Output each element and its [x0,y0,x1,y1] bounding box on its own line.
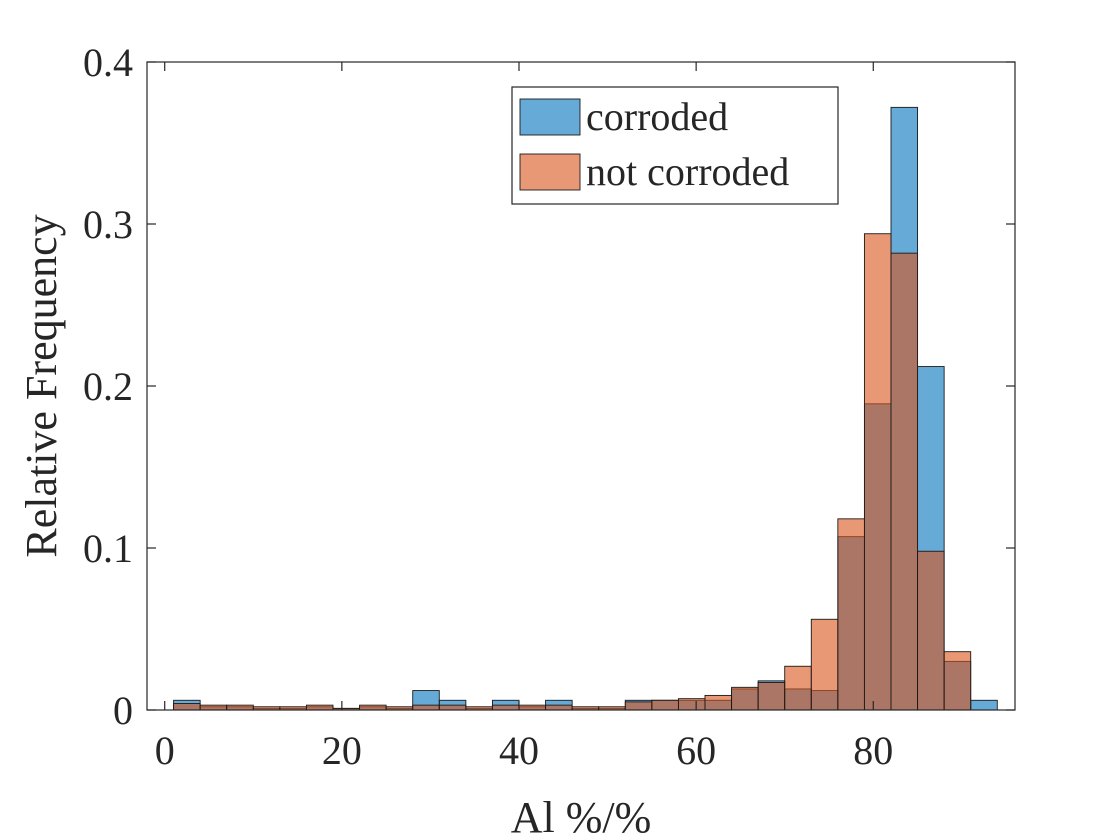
bar-not-corroded-12 [491,704,520,711]
legend-swatch-not-corroded [519,153,581,191]
legend-label-not-corroded: not corroded [586,149,789,194]
bar-not-corroded-17 [624,701,653,711]
bar-not-corroded-20 [704,694,733,711]
bar-not-corroded-1 [199,704,228,711]
bar-not-corroded-27 [890,252,919,711]
bar-not-corroded-21 [731,686,759,711]
bar-not-corroded-29 [943,651,972,711]
legend: corroded not corroded [511,86,839,205]
bar-not-corroded-13 [518,704,547,711]
bar-not-corroded-0 [173,703,201,711]
x-tick-label: 80 [853,728,893,773]
bar-not-corroded-25 [837,518,865,711]
bar-not-corroded-10 [438,704,467,711]
bar-not-corroded-9 [412,704,440,711]
y-tick-label: 0.1 [83,526,133,571]
bar-not-corroded-18 [651,699,679,711]
bar-corroded-30 [970,699,998,711]
bar-not-corroded-14 [545,704,573,711]
legend-swatch-corroded [519,98,581,136]
y-tick-label: 0.3 [83,202,133,247]
x-tick-label: 40 [499,728,539,773]
y-tick-label: 0.4 [83,40,133,85]
bar-not-corroded-7 [359,704,387,711]
bar-not-corroded-19 [677,698,706,711]
bar-not-corroded-2 [226,704,254,711]
y-tick-label: 0 [113,688,133,733]
y-axis-label: Relative Frequency [17,214,66,557]
x-tick-label: 0 [155,728,175,773]
legend-label-corroded: corroded [586,94,728,139]
x-tick-label: 20 [322,728,362,773]
y-tick-label: 0.2 [83,364,133,409]
x-axis-ticks: 0 20 40 60 80 [155,62,893,773]
x-tick-label: 60 [676,728,716,773]
bar-not-corroded-23 [784,665,812,711]
bar-not-corroded-26 [863,233,892,711]
bar-not-corroded-22 [757,682,786,711]
x-axis-label: Al %/% [511,793,652,840]
y-axis-ticks: 0 0.1 0.2 0.3 0.4 [83,40,1015,733]
histogram-bars [173,106,998,711]
bar-not-corroded-28 [917,550,945,711]
bar-not-corroded-5 [305,704,334,711]
bar-not-corroded-24 [810,618,839,711]
